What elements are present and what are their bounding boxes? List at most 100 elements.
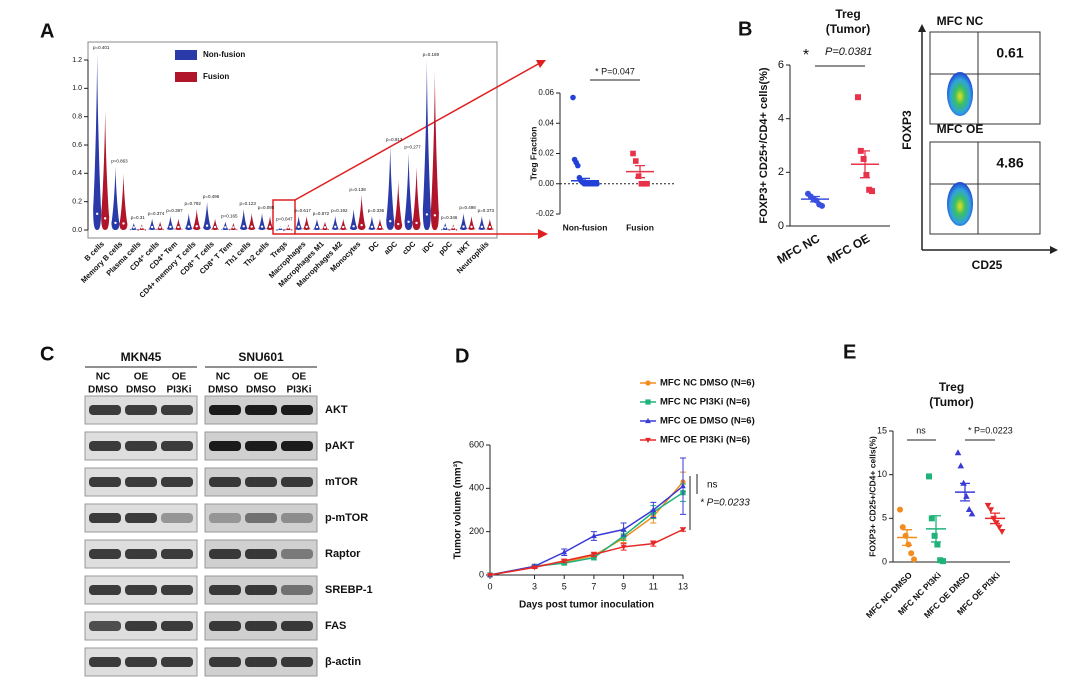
lane-label: PI3Ki bbox=[286, 385, 311, 396]
band bbox=[125, 441, 157, 451]
p-value: p=0.617 bbox=[294, 208, 311, 213]
band bbox=[281, 405, 313, 415]
p-value: p=0.496 bbox=[203, 194, 220, 199]
median-dot bbox=[268, 225, 272, 229]
protein-label: AKT bbox=[325, 404, 348, 416]
p-value: p=0.123 bbox=[240, 201, 257, 206]
data-point bbox=[570, 94, 576, 101]
series-line bbox=[489, 492, 684, 576]
data-point bbox=[633, 158, 639, 164]
y-axis-label: Treg Fraction bbox=[528, 127, 538, 181]
band bbox=[281, 621, 313, 631]
p-value: p=0.192 bbox=[331, 208, 348, 213]
p-value: p=0.169 bbox=[423, 52, 440, 57]
error-bar bbox=[960, 482, 970, 502]
median-dot bbox=[150, 225, 154, 229]
violin bbox=[221, 221, 230, 231]
violin bbox=[386, 145, 395, 230]
legend-swatch bbox=[175, 72, 197, 82]
legend-label: MFC NC PI3Ki (N=6) bbox=[660, 397, 750, 408]
protein-label: pAKT bbox=[325, 440, 355, 452]
data-point bbox=[680, 527, 686, 533]
median-dot bbox=[195, 225, 198, 228]
band bbox=[161, 585, 193, 595]
y-tick-label: 1.2 bbox=[72, 57, 82, 64]
data-point bbox=[855, 94, 861, 101]
band bbox=[125, 621, 157, 631]
data-point bbox=[630, 150, 636, 157]
violin bbox=[258, 213, 267, 230]
annotation: * P=0.0233 bbox=[700, 498, 750, 509]
x-tick-label: MFC OE bbox=[825, 231, 872, 266]
annotation: ns bbox=[707, 480, 718, 491]
annotation: ns bbox=[916, 425, 926, 435]
band bbox=[245, 441, 277, 451]
band bbox=[161, 549, 193, 559]
median-dot bbox=[132, 226, 135, 229]
legend-label: MFC OE DMSO (N=6) bbox=[660, 416, 755, 427]
median-dot bbox=[232, 226, 235, 229]
quadrant-value: 4.86 bbox=[996, 155, 1023, 171]
median-dot bbox=[205, 224, 209, 227]
sample-name: MFC OE bbox=[937, 122, 984, 136]
y-tick-label: 6 bbox=[778, 59, 784, 71]
violin bbox=[184, 213, 193, 230]
quadrant-value: 0.61 bbox=[996, 45, 1023, 61]
error-bar bbox=[580, 177, 590, 184]
violin bbox=[349, 208, 358, 230]
band bbox=[281, 441, 313, 451]
highlight-box bbox=[272, 199, 296, 235]
data-point bbox=[620, 526, 627, 532]
median-dot bbox=[378, 225, 382, 229]
lane-label: NC bbox=[216, 372, 230, 383]
data-point bbox=[635, 173, 642, 179]
p-value: p=0.401 bbox=[93, 45, 110, 50]
chart-subtitle: (Tumor) bbox=[826, 22, 870, 36]
x-tick-label: 5 bbox=[562, 581, 567, 591]
chart-title: Treg bbox=[835, 7, 860, 21]
data-point bbox=[644, 180, 650, 187]
y-tick-label: 0 bbox=[882, 556, 887, 566]
data-point bbox=[487, 572, 493, 579]
band bbox=[245, 549, 277, 559]
data-point bbox=[897, 506, 903, 513]
protein-label: β-actin bbox=[325, 656, 361, 668]
arrow-head bbox=[538, 229, 548, 239]
median-dot bbox=[297, 225, 300, 229]
protein-label: SREBP-1 bbox=[325, 584, 373, 596]
band bbox=[125, 405, 157, 415]
median-dot bbox=[103, 217, 107, 220]
p-value: p=0.31 bbox=[131, 215, 145, 220]
violin bbox=[174, 218, 183, 230]
panel-label: E bbox=[843, 341, 856, 363]
error-bar bbox=[990, 512, 1000, 525]
y-tick-label: 0.04 bbox=[538, 118, 554, 127]
cell-cloud bbox=[947, 182, 973, 226]
panel-label: D bbox=[455, 345, 469, 367]
violin bbox=[294, 215, 303, 230]
y-tick-label: 200 bbox=[469, 526, 484, 536]
legend-marker bbox=[645, 399, 651, 405]
median-dot bbox=[342, 225, 345, 229]
flow-plot bbox=[929, 31, 1041, 125]
violin bbox=[247, 213, 256, 230]
median-dot bbox=[334, 225, 337, 229]
data-point bbox=[638, 180, 645, 187]
y-tick-label: 0.00 bbox=[538, 179, 554, 188]
band bbox=[89, 441, 121, 451]
median-dot bbox=[480, 225, 484, 229]
x-tick-label: 11 bbox=[649, 581, 658, 591]
median-dot bbox=[315, 225, 319, 229]
median-dot bbox=[452, 226, 455, 229]
violin bbox=[331, 215, 340, 230]
cell-line: SNU601 bbox=[238, 350, 284, 364]
data-point bbox=[940, 558, 946, 565]
band bbox=[125, 513, 157, 523]
y-tick-label: 1.0 bbox=[72, 85, 82, 92]
violin bbox=[367, 215, 376, 230]
violin bbox=[404, 152, 413, 230]
legend-label: Fusion bbox=[203, 72, 229, 81]
x-tick-label: MFC NC bbox=[775, 231, 823, 267]
series-line bbox=[489, 528, 684, 576]
y-tick-label: 0.8 bbox=[72, 114, 82, 121]
